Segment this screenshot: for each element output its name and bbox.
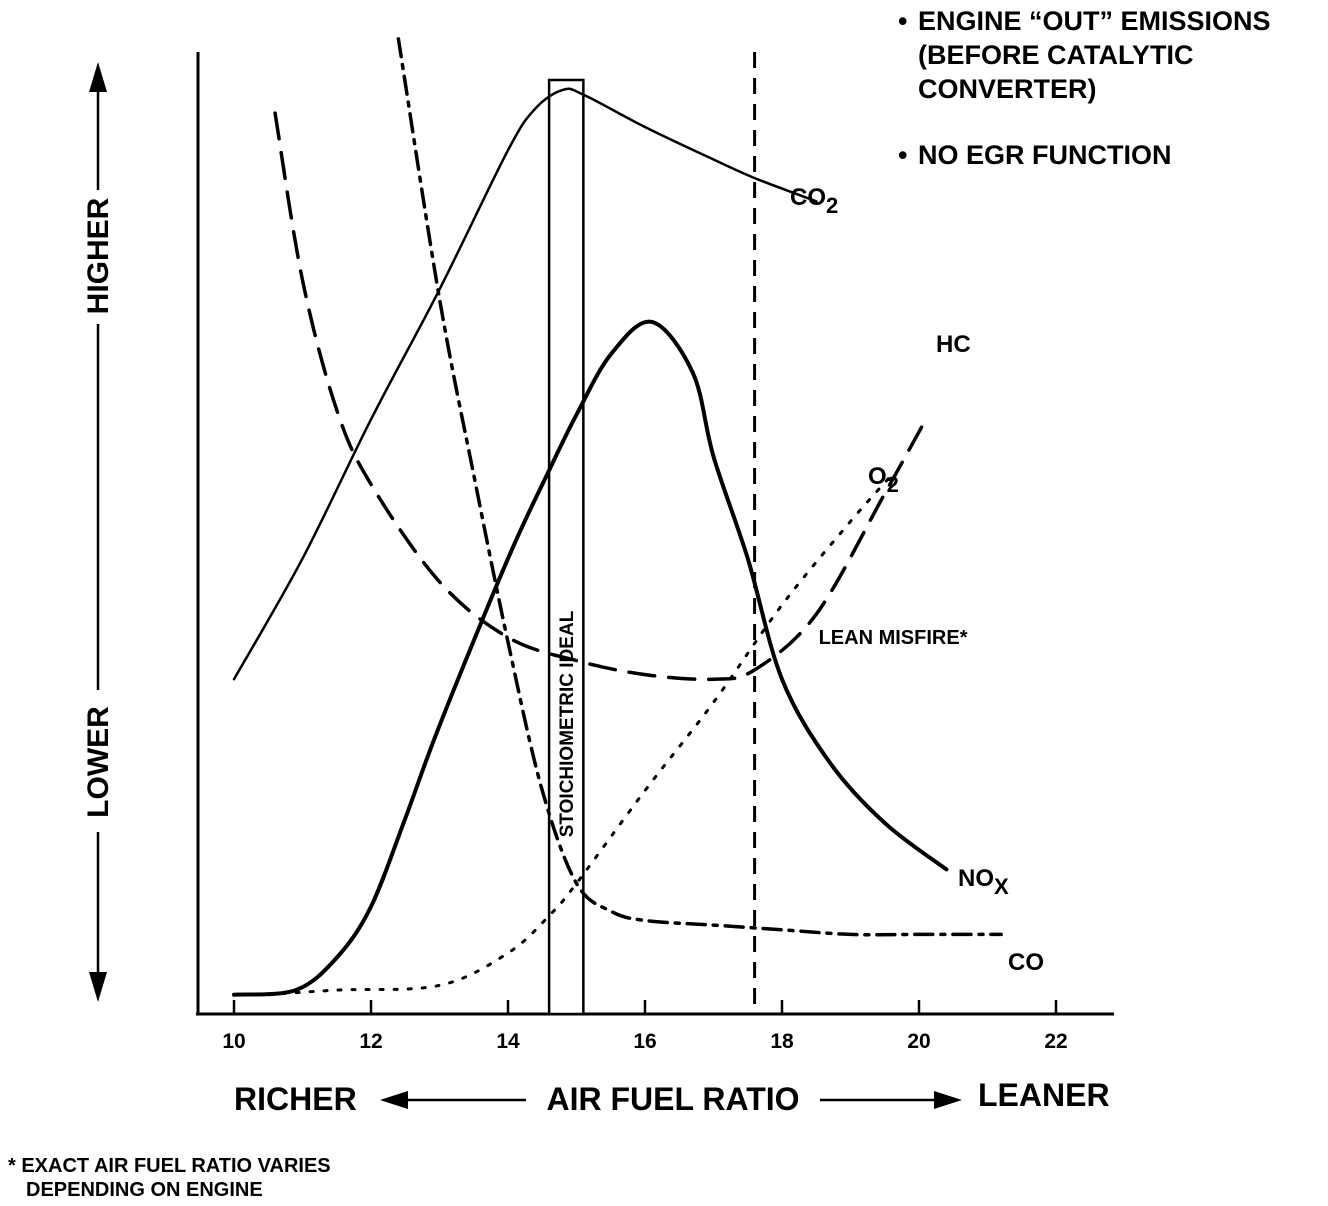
y-axis-indicator: HIGHER LOWER bbox=[82, 62, 115, 1002]
y-label-lower: LOWER bbox=[82, 706, 115, 818]
series-nox-label: NOX bbox=[958, 865, 1009, 899]
series-co-label: CO bbox=[1008, 949, 1044, 976]
series-labels: CO2 HC O2 NOX CO bbox=[790, 184, 1044, 976]
x-label-leaner: LEANER bbox=[978, 1077, 1110, 1113]
series-co2-line bbox=[232, 87, 818, 681]
series-o2-label: O2 bbox=[868, 463, 899, 497]
footnote: * EXACT AIR FUEL RATIO VARIES DEPENDING … bbox=[8, 1154, 488, 1202]
series-hc-label: HC bbox=[936, 331, 971, 358]
series-o2-line bbox=[266, 473, 894, 997]
footnote-line1: * EXACT AIR FUEL RATIO VARIES bbox=[8, 1155, 331, 1177]
stoichiometric-band bbox=[547, 78, 585, 1016]
note-no-egr: • NO EGR FUNCTION bbox=[898, 138, 1326, 172]
series-co-line bbox=[396, 37, 1003, 937]
bullet-icon: • bbox=[898, 6, 908, 36]
curves-group bbox=[232, 37, 1003, 997]
x-tick-label: 10 bbox=[222, 1030, 245, 1053]
x-label-richer: RICHER bbox=[234, 1081, 357, 1117]
x-tick-label: 12 bbox=[359, 1030, 382, 1053]
x-axis-title: AIR FUEL RATIO bbox=[546, 1081, 799, 1117]
x-arrow-left-icon bbox=[380, 1091, 408, 1109]
note-no-egr-text: NO EGR FUNCTION bbox=[918, 140, 1172, 170]
stoichiometric-label: STOICHIOMETRIC IDEAL bbox=[557, 610, 578, 837]
series-hc-line bbox=[273, 111, 928, 682]
footnote-line2: DEPENDING ON ENGINE bbox=[26, 1179, 263, 1201]
x-tick-label: 20 bbox=[907, 1030, 930, 1053]
x-axis-ticks: 10 12 14 16 18 20 22 bbox=[222, 1000, 1068, 1053]
y-label-higher: HIGHER bbox=[82, 197, 115, 314]
series-nox-line bbox=[232, 319, 949, 997]
x-axis-indicator: RICHER AIR FUEL RATIO LEANER bbox=[234, 1077, 1110, 1117]
chart-notes: • ENGINE “OUT” EMISSIONS (BEFORE CATALYT… bbox=[898, 4, 1326, 204]
note-engine-out: • ENGINE “OUT” EMISSIONS (BEFORE CATALYT… bbox=[898, 4, 1326, 106]
x-tick-label: 18 bbox=[770, 1030, 794, 1053]
y-arrow-up-icon bbox=[89, 62, 107, 92]
bullet-icon: • bbox=[898, 140, 908, 170]
note-engine-out-text: ENGINE “OUT” EMISSIONS (BEFORE CATALYTIC… bbox=[918, 6, 1271, 104]
x-tick-label: 14 bbox=[496, 1030, 520, 1053]
lean-misfire-label: LEAN MISFIRE* bbox=[819, 627, 968, 649]
y-arrow-down-icon bbox=[89, 972, 107, 1002]
x-arrow-right-icon bbox=[934, 1091, 962, 1109]
x-tick-label: 22 bbox=[1044, 1030, 1067, 1053]
series-co2-label: CO2 bbox=[790, 184, 838, 218]
x-tick-label: 16 bbox=[633, 1030, 656, 1053]
